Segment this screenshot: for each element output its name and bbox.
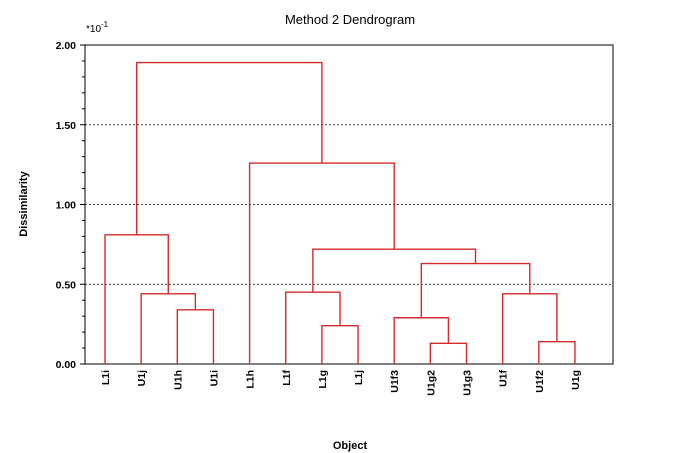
leaf-label: L1g xyxy=(317,370,329,389)
leaf-label: L1j xyxy=(353,370,365,385)
leaf-label: U1g3 xyxy=(462,370,474,396)
dendrogram-link xyxy=(321,325,359,364)
y-axis-title: Dissimilarity xyxy=(18,170,30,236)
y-tick-label: 2.00 xyxy=(56,40,77,52)
leaf-label: U1j xyxy=(136,370,148,386)
chart-title: Method 2 Dendrogram xyxy=(285,12,415,27)
leaf-label: U1f2 xyxy=(534,370,546,393)
y-tick-label: 1.00 xyxy=(56,200,77,212)
leaf-label: L1h xyxy=(245,370,257,389)
dendrogram-links xyxy=(104,61,576,364)
dendrogram-link xyxy=(429,342,468,364)
y-axis: 0.00 0.50 1.00 1.50 2.00 xyxy=(56,40,85,371)
dendrogram-link xyxy=(393,317,450,364)
dendrogram-link xyxy=(538,340,576,364)
leaf-label: U1g2 xyxy=(425,370,437,396)
leaf-label: U1f xyxy=(498,369,510,386)
dendrogram-link xyxy=(285,291,341,364)
y-tick-label: 0.50 xyxy=(56,279,77,291)
y-multiplier-base: *10 xyxy=(86,24,101,35)
y-multiplier-exponent: -1 xyxy=(101,20,109,29)
leaf-label: U1g xyxy=(570,370,582,390)
leaf-label: L1f xyxy=(281,369,293,385)
dendrogram-link xyxy=(420,262,531,318)
y-multiplier: *10-1 xyxy=(86,20,109,35)
leaf-label: U1f3 xyxy=(389,370,401,393)
dendrogram-link xyxy=(140,293,197,364)
grid-lines xyxy=(85,124,613,285)
dendrogram-link xyxy=(104,234,169,364)
leaf-label: U1i xyxy=(208,370,220,386)
y-tick-label: 1.50 xyxy=(56,120,77,132)
dendrogram-link xyxy=(312,248,477,293)
y-tick-label: 0.00 xyxy=(56,359,77,371)
leaf-label: L1i xyxy=(100,370,112,385)
x-axis-title: Object xyxy=(333,440,368,452)
dendrogram-link xyxy=(135,61,323,235)
leaf-label: U1h xyxy=(172,370,184,390)
dendrogram-link xyxy=(501,293,558,364)
dendrogram-link xyxy=(176,309,215,364)
leaf-labels: L1i U1j U1h U1i L1h L1f L1g L1j U1f3 U1g2 U1g3 U1f U… xyxy=(100,369,582,395)
